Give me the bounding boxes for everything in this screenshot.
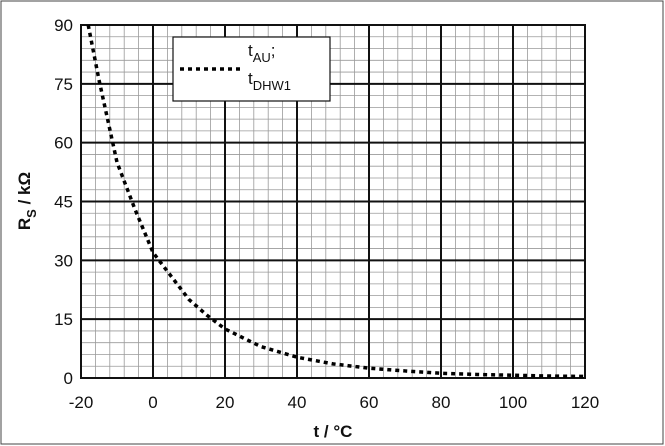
x-tick-label: 60	[360, 393, 379, 412]
data-line	[86, 24, 586, 379]
legend-entry-suffix: ;	[271, 41, 276, 60]
x-axis-label-main: t	[314, 422, 320, 441]
y-axis-label-main: R	[15, 218, 34, 230]
y-tick-label: 0	[64, 369, 73, 388]
legend-entry-main: t	[248, 41, 253, 60]
y-axis-label: RS / kΩ	[15, 172, 39, 230]
y-tick-label: 75	[54, 75, 73, 94]
legend-entry: tAU;	[248, 41, 276, 65]
legend-entry-sub: AU	[253, 50, 271, 65]
y-tick-label: 60	[54, 134, 73, 153]
legend-entry: tDHW1	[248, 69, 291, 93]
y-axis-label-suffix: / kΩ	[15, 172, 34, 209]
x-axis-label: t / °C	[314, 422, 353, 441]
legend-entry-main: t	[248, 69, 253, 88]
x-tick-label: 100	[499, 393, 527, 412]
x-tick-label: 80	[432, 393, 451, 412]
x-tick-label: 40	[288, 393, 307, 412]
x-tick-label: 0	[148, 393, 157, 412]
plot-border	[80, 24, 586, 379]
y-axis-label-sub: S	[24, 209, 39, 218]
y-tick-label: 90	[54, 16, 73, 35]
y-tick-label: 15	[54, 310, 73, 329]
x-axis-label-suffix: / °C	[319, 422, 352, 441]
y-tick-label: 30	[54, 251, 73, 270]
x-tick-label: -20	[69, 393, 94, 412]
x-tick-label: 120	[571, 393, 599, 412]
y-tick-label: 45	[54, 193, 73, 212]
legend-entry-sub: DHW1	[253, 78, 291, 93]
x-tick-label: 20	[216, 393, 235, 412]
